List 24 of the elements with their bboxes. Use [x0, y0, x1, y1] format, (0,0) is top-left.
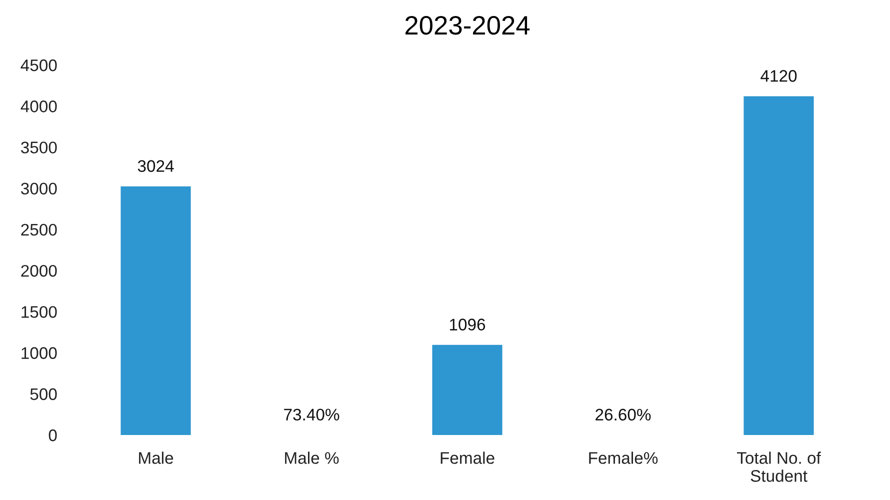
y-tick-label: 3500	[21, 142, 57, 154]
y-tick-label: 2000	[21, 264, 57, 277]
data-label: 26.60%	[596, 408, 651, 421]
bar	[432, 344, 502, 435]
y-tick-label: 4500	[20, 59, 57, 72]
y-tick-label: 2500	[21, 224, 57, 236]
y-tick-label: 500	[30, 388, 57, 400]
bar	[120, 186, 191, 435]
data-label: 3024	[138, 160, 174, 172]
y-tick-label: 3000	[21, 182, 57, 195]
y-tick-label: 1500	[22, 306, 57, 318]
x-tick-label: Male	[139, 452, 174, 464]
y-tick-label: 1000	[22, 347, 57, 359]
y-tick-label: 4000	[20, 100, 57, 112]
data-label: 4120	[760, 70, 797, 82]
x-tick-label: Female%	[589, 452, 658, 464]
chart-title: 2023-2024	[405, 16, 530, 35]
data-label: 1096	[450, 318, 486, 330]
y-tick-label: 0	[48, 429, 57, 442]
x-tick-label: Female	[440, 452, 494, 464]
data-label: 73.40%	[284, 408, 340, 421]
x-tick-label: Total No. of Student	[736, 452, 821, 482]
x-tick-label: Male %	[285, 452, 339, 464]
bar	[744, 96, 814, 435]
